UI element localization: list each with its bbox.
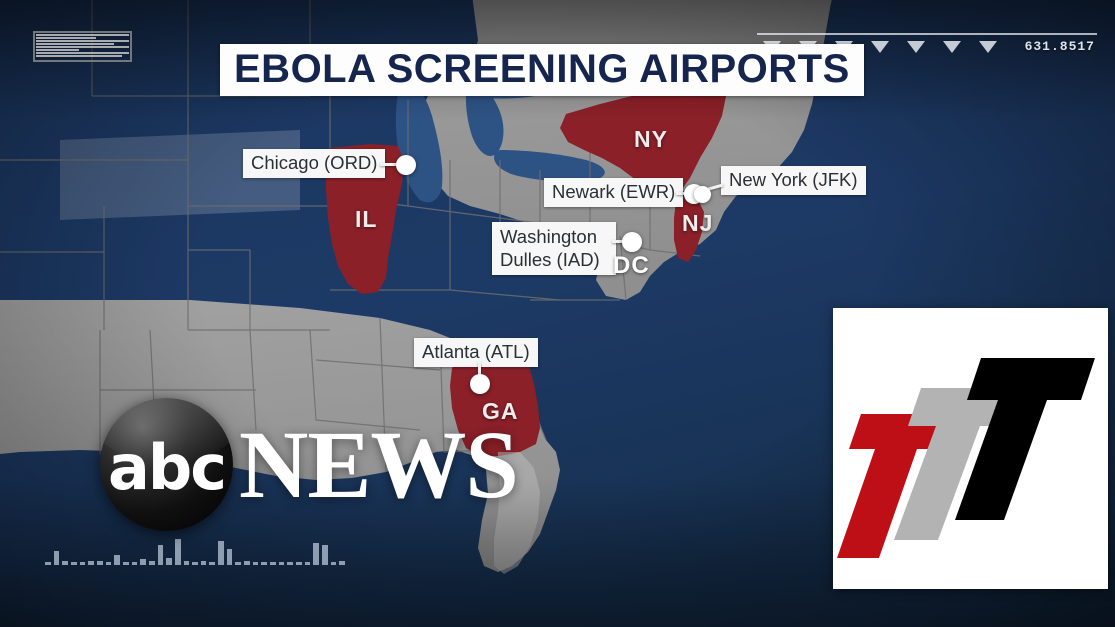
equalizer-bar [122,562,129,565]
abc-wordmark: abc [108,430,227,504]
equalizer-bar [166,558,172,565]
equalizer-bar [278,562,285,565]
label-newyork-jfk: New York (JFK) [721,166,866,195]
label-newark-text: Newark (EWR) [552,181,676,202]
equalizer-bar [157,545,164,565]
equalizer-bar [270,562,276,565]
leader-line-atlanta [478,362,481,378]
audio-equalizer [45,525,345,565]
label-washington-iad: Washington Dulles (IAD) [492,222,616,275]
equalizer-bar [114,555,120,565]
equalizer-bar [131,562,138,565]
marker-chicago-ord[interactable] [396,155,416,175]
equalizer-bar [53,551,60,565]
ttt-logo-card [833,308,1108,589]
equalizer-bar [174,539,181,565]
equalizer-bar [105,562,112,565]
label-atlanta-atl: Atlanta (ATL) [414,338,538,367]
equalizer-bar [45,562,51,565]
hud-readout: 631.8517 [1024,39,1095,54]
state-label-ga: GA [482,398,519,424]
equalizer-bar [70,562,77,565]
equalizer-bar [252,562,259,565]
leader-line-washington [612,240,630,243]
marker-atlanta-atl[interactable] [470,374,490,394]
state-label-ny: NY [634,126,668,152]
equalizer-bar [313,543,319,565]
equalizer-bar [330,562,337,565]
leader-line-chicago [380,163,406,166]
equalizer-bar [322,545,328,565]
hud-triangle-icon [907,41,925,53]
equalizer-bar [148,561,155,565]
state-label-nj: NJ [682,210,714,236]
signal-bars-badge [33,31,132,62]
label-chicago-text: Chicago (ORD) [251,152,378,173]
equalizer-bar [304,562,311,565]
hud-triangle-icon [871,41,889,53]
badge-stripes [36,34,129,59]
abc-news-logo: abc NEWS [100,398,519,531]
hud-triangle-icon [979,41,997,53]
equalizer-bar [218,541,224,565]
equalizer-bar [261,562,268,565]
equalizer-bar [226,549,233,565]
label-chicago-ord: Chicago (ORD) [243,149,386,178]
equalizer-bar [183,561,190,565]
equalizer-bar [96,561,103,565]
equalizer-bar [244,561,250,565]
state-label-dc: DC [613,252,650,279]
equalizer-bar [62,561,68,565]
equalizer-bar [287,562,294,565]
equalizer-bar [79,562,86,565]
hud-triangle-icon [943,41,961,53]
equalizer-bar [296,562,302,565]
equalizer-bar [235,562,242,565]
label-newark-ewr: Newark (EWR) [544,178,684,207]
equalizer-bar [200,561,207,565]
news-wordmark: NEWS [239,410,519,518]
label-newyork-text: New York (JFK) [729,169,858,190]
abc-circle-icon: abc [100,398,233,531]
state-label-il: IL [355,206,378,232]
hud-rule [757,33,1097,35]
ttt-letter-red [837,414,958,558]
label-washington-line1: Washington [500,226,598,247]
equalizer-bar [339,561,345,565]
label-washington-line2: Dulles (IAD) [500,249,600,270]
equalizer-bar [192,562,198,565]
marker-washington-iad[interactable] [622,232,642,252]
ttt-letter-black [955,358,1095,520]
equalizer-bar [140,559,146,565]
equalizer-bar [209,562,216,565]
label-atlanta-text: Atlanta (ATL) [422,341,530,362]
headline-text: EBOLA SCREENING AIRPORTS [234,47,850,91]
marker-newyork-jfk[interactable] [694,186,711,203]
equalizer-bar [88,561,94,565]
page-title: EBOLA SCREENING AIRPORTS [220,44,864,96]
